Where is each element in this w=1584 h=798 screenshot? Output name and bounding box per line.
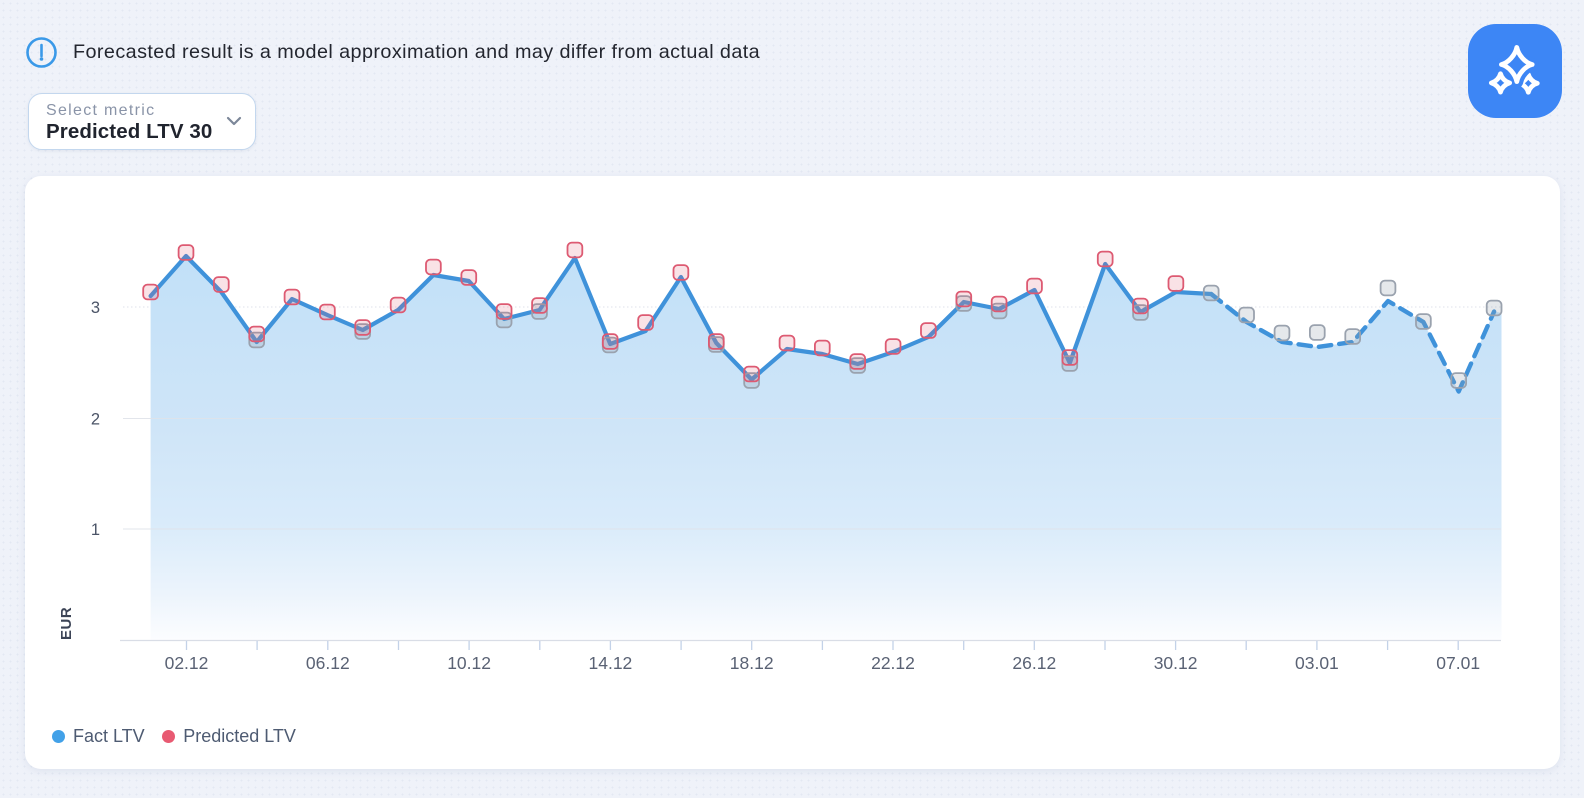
svg-text:22.12: 22.12 — [871, 653, 915, 673]
svg-text:06.12: 06.12 — [306, 653, 350, 673]
svg-text:18.12: 18.12 — [730, 653, 774, 673]
svg-text:EUR: EUR — [58, 607, 75, 640]
svg-text:03.01: 03.01 — [1295, 653, 1339, 673]
svg-text:3: 3 — [91, 299, 100, 317]
svg-text:2: 2 — [91, 411, 100, 429]
svg-text:02.12: 02.12 — [165, 653, 209, 673]
svg-text:10.12: 10.12 — [447, 653, 491, 673]
svg-text:26.12: 26.12 — [1012, 653, 1056, 673]
svg-text:07.01: 07.01 — [1436, 653, 1480, 673]
svg-text:30.12: 30.12 — [1154, 653, 1198, 673]
svg-text:1: 1 — [91, 521, 100, 539]
svg-text:14.12: 14.12 — [589, 653, 633, 673]
